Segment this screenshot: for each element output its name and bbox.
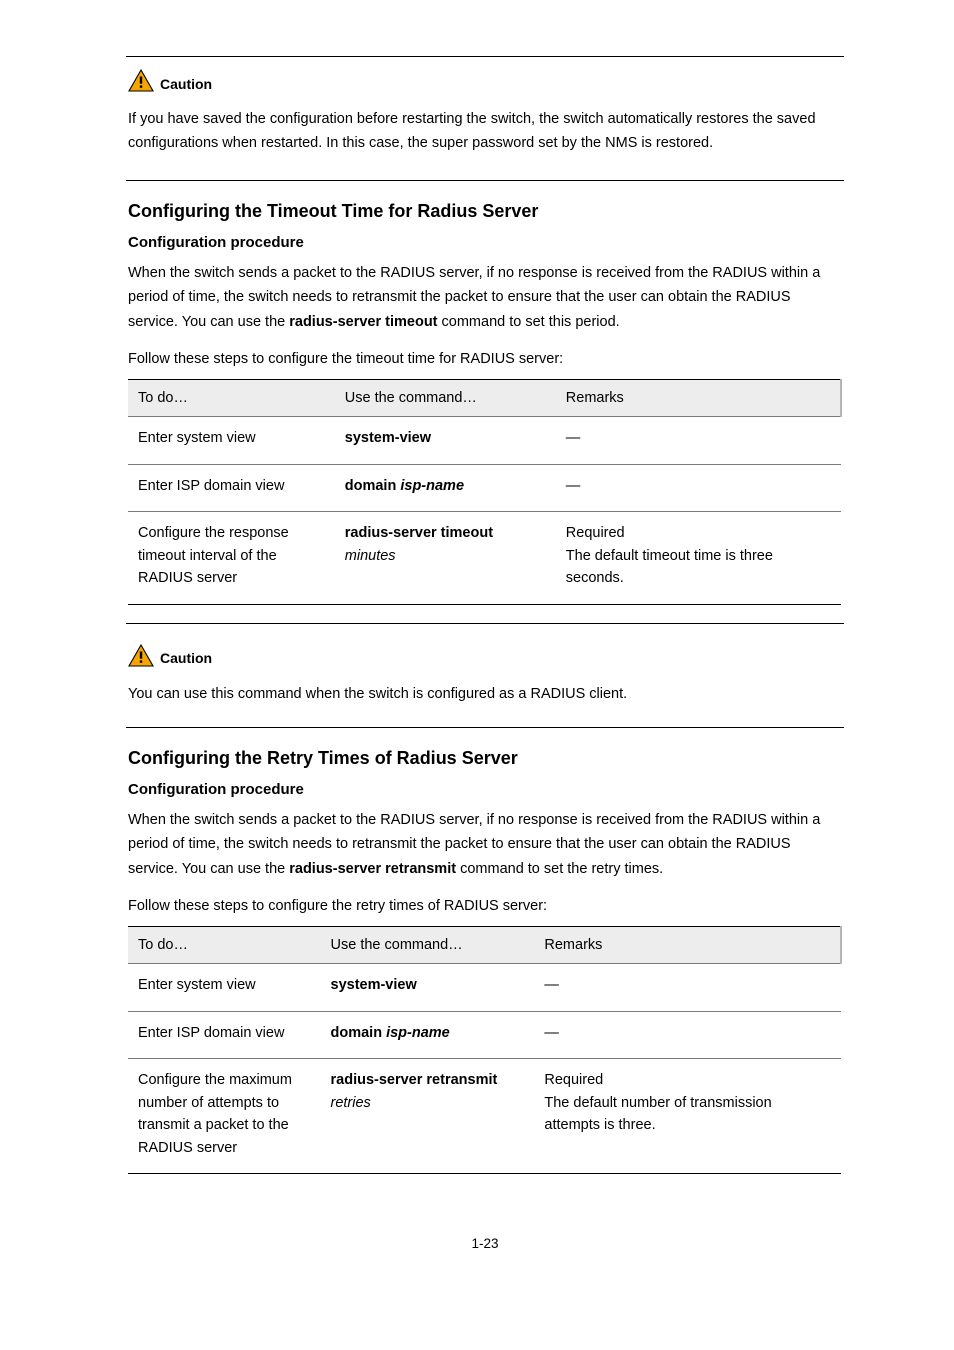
s1p1-suffix: command to set this period. (438, 314, 620, 330)
caution-header-1: Caution (126, 63, 844, 108)
table-timeout: To do…Use the command…RemarksEnter syste… (128, 379, 842, 604)
cell-remarks: — (534, 1011, 841, 1058)
table-row: Configure the response timeout interval … (128, 512, 841, 604)
s1p1-cmd: radius-server timeout (289, 314, 437, 330)
section-heading-1: Configuring the Timeout Time for Radius … (128, 201, 842, 222)
s2p1-suffix: command to set the retry times. (456, 861, 663, 877)
page-root: Caution If you have saved the configurat… (0, 0, 954, 1311)
caution-header-2: Caution (126, 638, 844, 683)
cell-command: system-view (335, 417, 556, 464)
table-header: Use the command… (335, 380, 556, 417)
caution-text-1: If you have saved the configuration befo… (126, 108, 844, 162)
warning-icon (128, 69, 154, 98)
section2-para1: When the switch sends a packet to the RA… (128, 808, 842, 882)
page-number: 1-23 (126, 1236, 844, 1251)
section1-para1: When the switch sends a packet to the RA… (128, 261, 842, 335)
table-row: Enter system viewsystem-view— (128, 964, 841, 1011)
table-header: To do… (128, 927, 321, 964)
cell-todo: Enter system view (128, 964, 321, 1011)
section2-para2: Follow these steps to configure the retr… (128, 894, 842, 919)
section1-para2: Follow these steps to configure the time… (128, 347, 842, 372)
cell-command: radius-server retransmit retries (321, 1059, 535, 1174)
s2p1-cmd: radius-server retransmit (289, 861, 456, 877)
caution-block-1: Caution If you have saved the configurat… (126, 57, 844, 180)
caution-label-2: Caution (160, 650, 212, 666)
cell-remarks: — (534, 964, 841, 1011)
table-row: Enter ISP domain viewdomain isp-name— (128, 464, 841, 511)
section-timeout: Configuring the Timeout Time for Radius … (126, 181, 844, 623)
cell-remarks: RequiredThe default number of transmissi… (534, 1059, 841, 1174)
warning-icon (128, 644, 154, 673)
cell-remarks: RequiredThe default timeout time is thre… (556, 512, 841, 604)
table-header: Use the command… (321, 927, 535, 964)
cell-remarks: — (556, 417, 841, 464)
cell-remarks: — (556, 464, 841, 511)
cell-command: radius-server timeout minutes (335, 512, 556, 604)
section-retry: Configuring the Retry Times of Radius Se… (126, 728, 844, 1192)
table-row: Enter ISP domain viewdomain isp-name— (128, 1011, 841, 1058)
section-subheading-2: Configuration procedure (128, 781, 842, 798)
caution-text-2: You can use this command when the switch… (126, 683, 844, 713)
caution-label-1: Caution (160, 76, 212, 92)
cell-command: domain isp-name (335, 464, 556, 511)
table-header: To do… (128, 380, 335, 417)
cell-todo: Configure the maximum number of attempts… (128, 1059, 321, 1174)
cell-todo: Enter ISP domain view (128, 1011, 321, 1058)
cell-command: domain isp-name (321, 1011, 535, 1058)
table-retry: To do…Use the command…RemarksEnter syste… (128, 926, 842, 1174)
table-header: Remarks (556, 380, 841, 417)
cell-todo: Enter ISP domain view (128, 464, 335, 511)
section-heading-2: Configuring the Retry Times of Radius Se… (128, 748, 842, 769)
cell-todo: Configure the response timeout interval … (128, 512, 335, 604)
table-row: Enter system viewsystem-view— (128, 417, 841, 464)
cell-todo: Enter system view (128, 417, 335, 464)
section-subheading-1: Configuration procedure (128, 234, 842, 251)
cell-command: system-view (321, 964, 535, 1011)
caution-block-2: Caution You can use this command when th… (126, 624, 844, 727)
table-row: Configure the maximum number of attempts… (128, 1059, 841, 1174)
table-header: Remarks (534, 927, 841, 964)
